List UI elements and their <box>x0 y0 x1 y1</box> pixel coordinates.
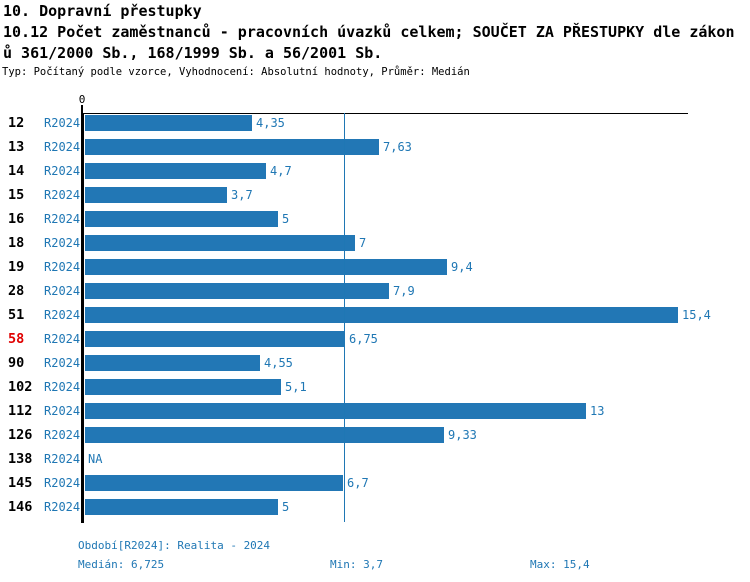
category-label: 13 <box>8 139 25 155</box>
chart-row: 145 R2024 6,7 <box>0 475 750 499</box>
series-run-label: R2024 <box>44 428 81 442</box>
value-label: 7,63 <box>383 140 412 154</box>
bar <box>85 211 278 227</box>
chart-title-line-2: ů 361/2000 Sb., 168/1999 Sb. a 56/2001 S… <box>3 44 383 62</box>
category-label: 19 <box>8 259 25 275</box>
category-label: 15 <box>8 187 25 203</box>
bar <box>85 355 260 371</box>
chart-row: 112 R2024 13 <box>0 403 750 427</box>
series-run-label: R2024 <box>44 404 81 418</box>
max-stat: Max: 15,4 <box>530 558 590 571</box>
value-label: 7 <box>359 236 367 250</box>
series-run-label: R2024 <box>44 140 81 154</box>
series-run-label: R2024 <box>44 308 81 322</box>
series-run-label: R2024 <box>44 332 81 346</box>
series-run-label: R2024 <box>44 500 81 514</box>
bar <box>85 475 343 491</box>
series-run-label: R2024 <box>44 284 81 298</box>
min-stat: Min: 3,7 <box>330 558 383 571</box>
bar <box>85 427 444 443</box>
value-label: 7,9 <box>393 284 415 298</box>
series-run-label: R2024 <box>44 188 81 202</box>
bar <box>85 379 281 395</box>
chart-row: 90 R2024 4,55 <box>0 355 750 379</box>
series-run-label: R2024 <box>44 452 81 466</box>
value-label: 3,7 <box>231 188 253 202</box>
series-run-label: R2024 <box>44 380 81 394</box>
value-label: 4,35 <box>256 116 285 130</box>
category-label: 112 <box>8 403 33 419</box>
category-label: 14 <box>8 163 25 179</box>
bar <box>85 235 355 251</box>
value-label: 9,33 <box>448 428 477 442</box>
category-label: 16 <box>8 211 25 227</box>
value-label: 4,55 <box>264 356 293 370</box>
value-label: 6,75 <box>349 332 378 346</box>
category-label: 12 <box>8 115 25 131</box>
category-label: 28 <box>8 283 25 299</box>
value-label: 5,1 <box>285 380 307 394</box>
bar <box>85 403 586 419</box>
series-run-label: R2024 <box>44 116 81 130</box>
series-run-label: R2024 <box>44 476 81 490</box>
value-label: 13 <box>590 404 605 418</box>
value-label: 6,7 <box>347 476 369 490</box>
bar-chart-rows: 12 R2024 4,35 13 R2024 7,63 14 R2024 4,7 15 R2024 3… <box>0 115 750 523</box>
bar <box>85 283 389 299</box>
series-run-label: R2024 <box>44 260 81 274</box>
category-label: 102 <box>8 379 33 395</box>
value-label: 5 <box>282 212 290 226</box>
value-label: 15,4 <box>682 308 711 322</box>
bar <box>85 163 266 179</box>
y-axis-line <box>81 113 84 523</box>
series-run-label: R2024 <box>44 356 81 370</box>
page-title: 10. Dopravní přestupky <box>3 2 202 20</box>
value-label: 9,4 <box>451 260 473 274</box>
x-axis-zero-tick-label: 0 <box>78 93 86 106</box>
bar <box>85 331 345 347</box>
chart-row: 146 R2024 5 <box>0 499 750 523</box>
category-label: 18 <box>8 235 25 251</box>
bar <box>85 259 447 275</box>
na-label: NA <box>88 452 103 466</box>
chart-row: 28 R2024 7,9 <box>0 283 750 307</box>
series-run-label: R2024 <box>44 212 81 226</box>
chart-row: 138 R2024 NA <box>0 451 750 475</box>
chart-row: 15 R2024 3,7 <box>0 187 750 211</box>
chart-row: 58 R2024 6,75 <box>0 331 750 355</box>
category-label: 126 <box>8 427 33 443</box>
value-label: 5 <box>282 500 290 514</box>
bar <box>85 187 227 203</box>
bar <box>85 499 278 515</box>
chart-row: 14 R2024 4,7 <box>0 163 750 187</box>
chart-row: 102 R2024 5,1 <box>0 379 750 403</box>
value-label: 4,7 <box>270 164 292 178</box>
chart-row: 51 R2024 15,4 <box>0 307 750 331</box>
chart-title-line-1: 10.12 Počet zaměstnanců - pracovních úva… <box>3 23 735 41</box>
category-label: 146 <box>8 499 33 515</box>
chart-row: 16 R2024 5 <box>0 211 750 235</box>
median-reference-line <box>344 113 345 522</box>
series-run-label: R2024 <box>44 164 81 178</box>
series-run-label: R2024 <box>44 236 81 250</box>
chart-row: 13 R2024 7,63 <box>0 139 750 163</box>
chart-row: 19 R2024 9,4 <box>0 259 750 283</box>
median-stat: Medián: 6,725 <box>78 558 165 571</box>
category-label: 51 <box>8 307 25 323</box>
chart-row: 12 R2024 4,35 <box>0 115 750 139</box>
bar <box>85 307 678 323</box>
period-legend: Období[R2024]: Realita - 2024 <box>78 539 271 552</box>
category-label: 145 <box>8 475 33 491</box>
bar <box>85 115 252 131</box>
chart-row: 126 R2024 9,33 <box>0 427 750 451</box>
category-label: 138 <box>8 451 33 467</box>
category-label-highlighted: 58 <box>8 331 25 347</box>
category-label: 90 <box>8 355 25 371</box>
x-axis-line <box>81 113 688 114</box>
chart-row: 18 R2024 7 <box>0 235 750 259</box>
bar <box>85 139 379 155</box>
chart-subtitle: Typ: Počítaný podle vzorce, Vyhodnocení:… <box>2 66 470 78</box>
x-axis-tick <box>81 105 83 113</box>
